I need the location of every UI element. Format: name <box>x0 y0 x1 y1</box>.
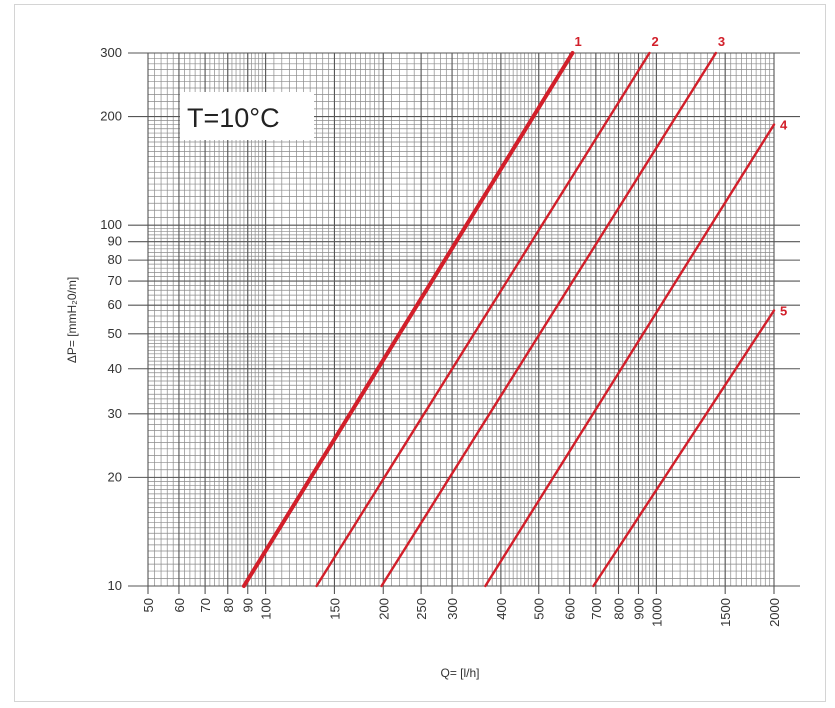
temperature-annotation-box: T=10°C <box>180 92 314 140</box>
x-tick-label: 90 <box>241 598 256 612</box>
y-tick-label: 20 <box>108 469 122 484</box>
x-tick-label: 400 <box>494 598 509 620</box>
series-label-3: 3 <box>718 34 725 49</box>
x-tick-label: 100 <box>259 598 274 620</box>
y-tick-label: 80 <box>108 252 122 267</box>
x-tick-label: 900 <box>631 598 646 620</box>
x-tick-label: 700 <box>589 598 604 620</box>
y-tick-label: 40 <box>108 361 122 376</box>
x-tick-label: 150 <box>327 598 342 620</box>
y-tick-label: 60 <box>108 297 122 312</box>
x-tick-label: 600 <box>563 598 578 620</box>
series-line-2 <box>315 51 651 588</box>
x-tick-label: 2000 <box>767 598 782 627</box>
series-labels: 1 2 3 4 5 <box>574 34 788 319</box>
y-tick-labels: 10 20 30 40 50 60 70 80 90 100 200 300 <box>100 45 122 593</box>
y-tick-label: 200 <box>100 109 122 124</box>
x-tick-label: 50 <box>141 598 156 612</box>
series-line-3 <box>380 51 718 588</box>
temperature-annotation: T=10°C <box>187 103 280 133</box>
series-lines <box>241 51 776 588</box>
x-tick-label: 80 <box>221 598 236 612</box>
x-tick-label: 250 <box>414 598 429 620</box>
series-line-1 <box>241 51 575 588</box>
series-line-4 <box>484 123 776 588</box>
x-tick-label: 70 <box>198 598 213 612</box>
x-tick-label: 1500 <box>718 598 733 627</box>
x-tick-label: 1000 <box>649 598 664 627</box>
x-tick-label: 200 <box>376 598 391 620</box>
x-tick-labels: 50 60 70 80 90 100 150 200 250 300 400 500 600 700 800… <box>141 598 782 627</box>
x-tick-label: 500 <box>532 598 547 620</box>
series-label-5: 5 <box>780 304 787 319</box>
y-tick-label: 90 <box>108 234 122 249</box>
y-tick-label: 100 <box>100 217 122 232</box>
series-label-1: 1 <box>574 34 581 49</box>
y-tick-label: 30 <box>108 406 122 421</box>
x-axis-title: Q= [l/h] <box>440 666 479 680</box>
y-axis-title: ΔP= [mmH₂0/m] <box>65 277 79 363</box>
series-label-4: 4 <box>780 118 788 133</box>
series-line-5 <box>592 309 776 588</box>
x-tick-label: 800 <box>612 598 627 620</box>
x-tick-label: 60 <box>172 598 187 612</box>
y-tick-label: 300 <box>100 45 122 60</box>
y-tick-label: 70 <box>108 273 122 288</box>
y-tick-label: 10 <box>108 578 122 593</box>
major-grid <box>128 52 800 594</box>
x-tick-label: 300 <box>445 598 460 620</box>
series-label-2: 2 <box>651 34 658 49</box>
y-tick-label: 50 <box>108 326 122 341</box>
